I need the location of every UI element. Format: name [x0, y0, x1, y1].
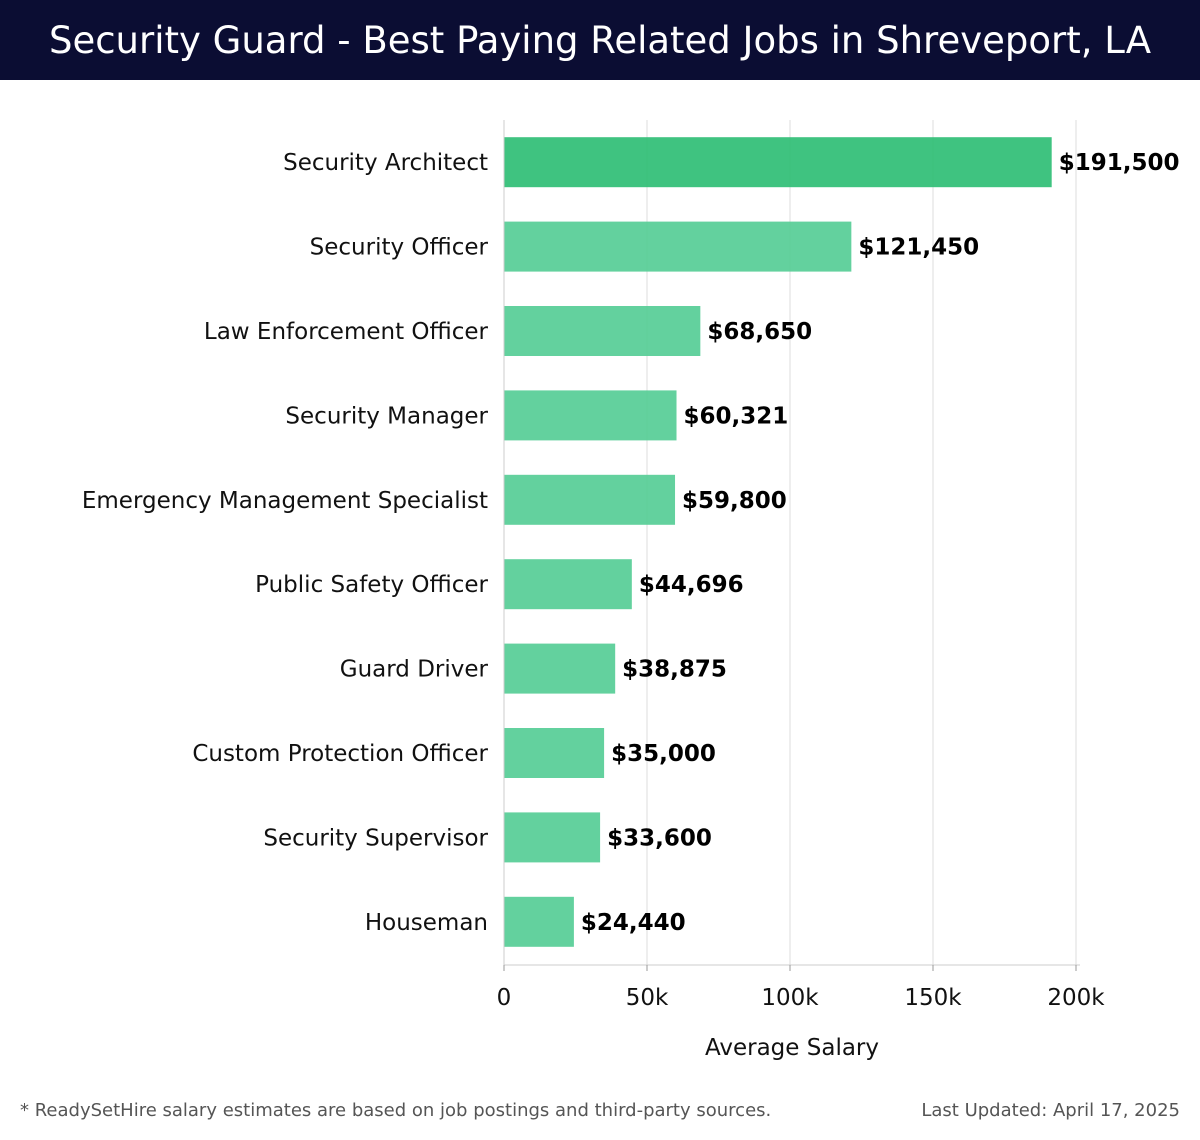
footnote: * ReadySetHire salary estimates are base…: [20, 1100, 772, 1121]
category-label: Emergency Management Specialist: [82, 488, 488, 514]
bar: [504, 728, 605, 778]
x-axis: 0 50k 100k 150k 200k: [497, 120, 1105, 1011]
category-label: Guard Driver: [340, 657, 489, 683]
category-label: Law Enforcement Officer: [204, 319, 489, 345]
category-label: Houseman: [365, 910, 488, 936]
bar: [504, 306, 701, 356]
page-title: Security Guard - Best Paying Related Job…: [48, 18, 1152, 62]
last-updated: Last Updated: April 17, 2025: [921, 1100, 1180, 1121]
x-axis-title: Average Salary: [705, 1035, 879, 1061]
x-tick-label: 100k: [761, 985, 819, 1011]
category-label: Security Manager: [285, 403, 488, 429]
value-label: $35,000: [611, 741, 716, 767]
value-label: $59,800: [682, 488, 787, 514]
bar: [504, 812, 601, 863]
x-tick-label: 50k: [626, 985, 669, 1011]
x-tick-label: 0: [497, 985, 512, 1011]
bar: [504, 221, 852, 272]
bar: [504, 559, 632, 610]
category-label: Custom Protection Officer: [192, 741, 488, 767]
bar: [504, 643, 616, 694]
bar: [504, 474, 676, 525]
category-label: Security Officer: [310, 235, 489, 261]
value-label: $191,500: [1059, 150, 1180, 176]
category-labels: Security Architect Security Officer Law En…: [82, 150, 489, 936]
category-label: Public Safety Officer: [255, 572, 488, 598]
bars: [504, 137, 1052, 947]
value-label: $121,450: [858, 235, 979, 261]
value-label: $44,696: [639, 572, 744, 598]
value-labels: $191,500 $121,450 $68,650 $60,321 $59,800 $44…: [581, 150, 1180, 936]
bar: [504, 137, 1052, 188]
x-tick-label: 200k: [1047, 985, 1105, 1011]
value-label: $24,440: [581, 910, 686, 936]
value-label: $38,875: [622, 657, 727, 683]
value-label: $33,600: [607, 825, 712, 851]
category-label: Security Architect: [283, 150, 488, 176]
value-label: $60,321: [684, 403, 789, 429]
page-header: Security Guard - Best Paying Related Job…: [0, 0, 1200, 80]
bar: [504, 390, 677, 441]
bar: [504, 896, 574, 947]
value-label: $68,650: [707, 319, 812, 345]
salary-bar-chart: Security Architect Security Officer Law En…: [82, 120, 1180, 1061]
x-tick-label: 150k: [904, 985, 962, 1011]
category-label: Security Supervisor: [263, 825, 488, 851]
